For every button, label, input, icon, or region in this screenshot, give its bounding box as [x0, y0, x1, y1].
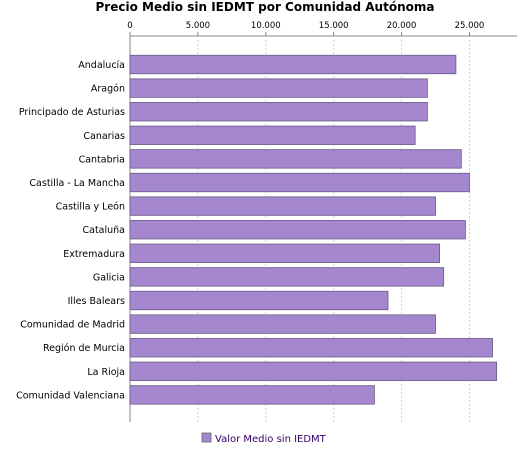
bar	[129, 102, 428, 122]
legend: Valor Medio sin IEDMT	[201, 432, 327, 445]
bar	[129, 361, 498, 381]
bar	[129, 314, 436, 334]
category-label: Región de Murcia	[43, 343, 125, 354]
category-label: Extremadura	[63, 249, 125, 260]
category-label: Castilla y León	[56, 202, 125, 213]
x-tick-label: 0	[127, 21, 132, 31]
legend-label: Valor Medio sin IEDMT	[215, 434, 327, 445]
bar	[129, 385, 375, 405]
category-label: Comunidad Valenciana	[16, 390, 125, 401]
x-tick-label: 15.000	[319, 21, 349, 31]
category-label: Galicia	[93, 272, 125, 283]
bar	[129, 54, 457, 75]
category-labels: Andalucía Aragón Principado de Asturias Can…	[16, 60, 125, 401]
chart-title: Precio Medio sin IEDMT por Comunidad Aut…	[96, 0, 435, 14]
bar	[129, 196, 436, 216]
bar	[129, 243, 441, 263]
bar	[129, 125, 416, 145]
category-label: Principado de Asturias	[19, 107, 125, 118]
bar	[129, 220, 466, 240]
bars	[129, 54, 498, 405]
category-label: Illes Balears	[68, 296, 125, 307]
bar	[129, 172, 470, 193]
x-tick-label: 10.000	[251, 21, 281, 31]
bar	[129, 149, 462, 169]
bar	[129, 290, 389, 311]
category-label: Canarias	[83, 131, 125, 142]
bar	[129, 338, 493, 358]
category-label: La Rioja	[87, 367, 125, 378]
legend-swatch	[201, 432, 212, 443]
bar	[129, 78, 428, 98]
x-tick-label: 5.000	[186, 21, 210, 31]
x-tick-label: 20.000	[387, 21, 417, 31]
category-label: Aragón	[91, 84, 125, 95]
category-label: Comunidad de Madrid	[20, 320, 125, 331]
category-label: Cataluña	[82, 225, 125, 236]
category-label: Andalucía	[78, 60, 125, 71]
x-axis: 0 5.000 10.000 15.000 20.000 25.000	[127, 21, 517, 422]
category-label: Cantabria	[79, 154, 125, 165]
category-label: Castilla - La Mancha	[29, 178, 125, 189]
bar	[129, 267, 445, 287]
x-tick-label: 25.000	[455, 21, 485, 31]
